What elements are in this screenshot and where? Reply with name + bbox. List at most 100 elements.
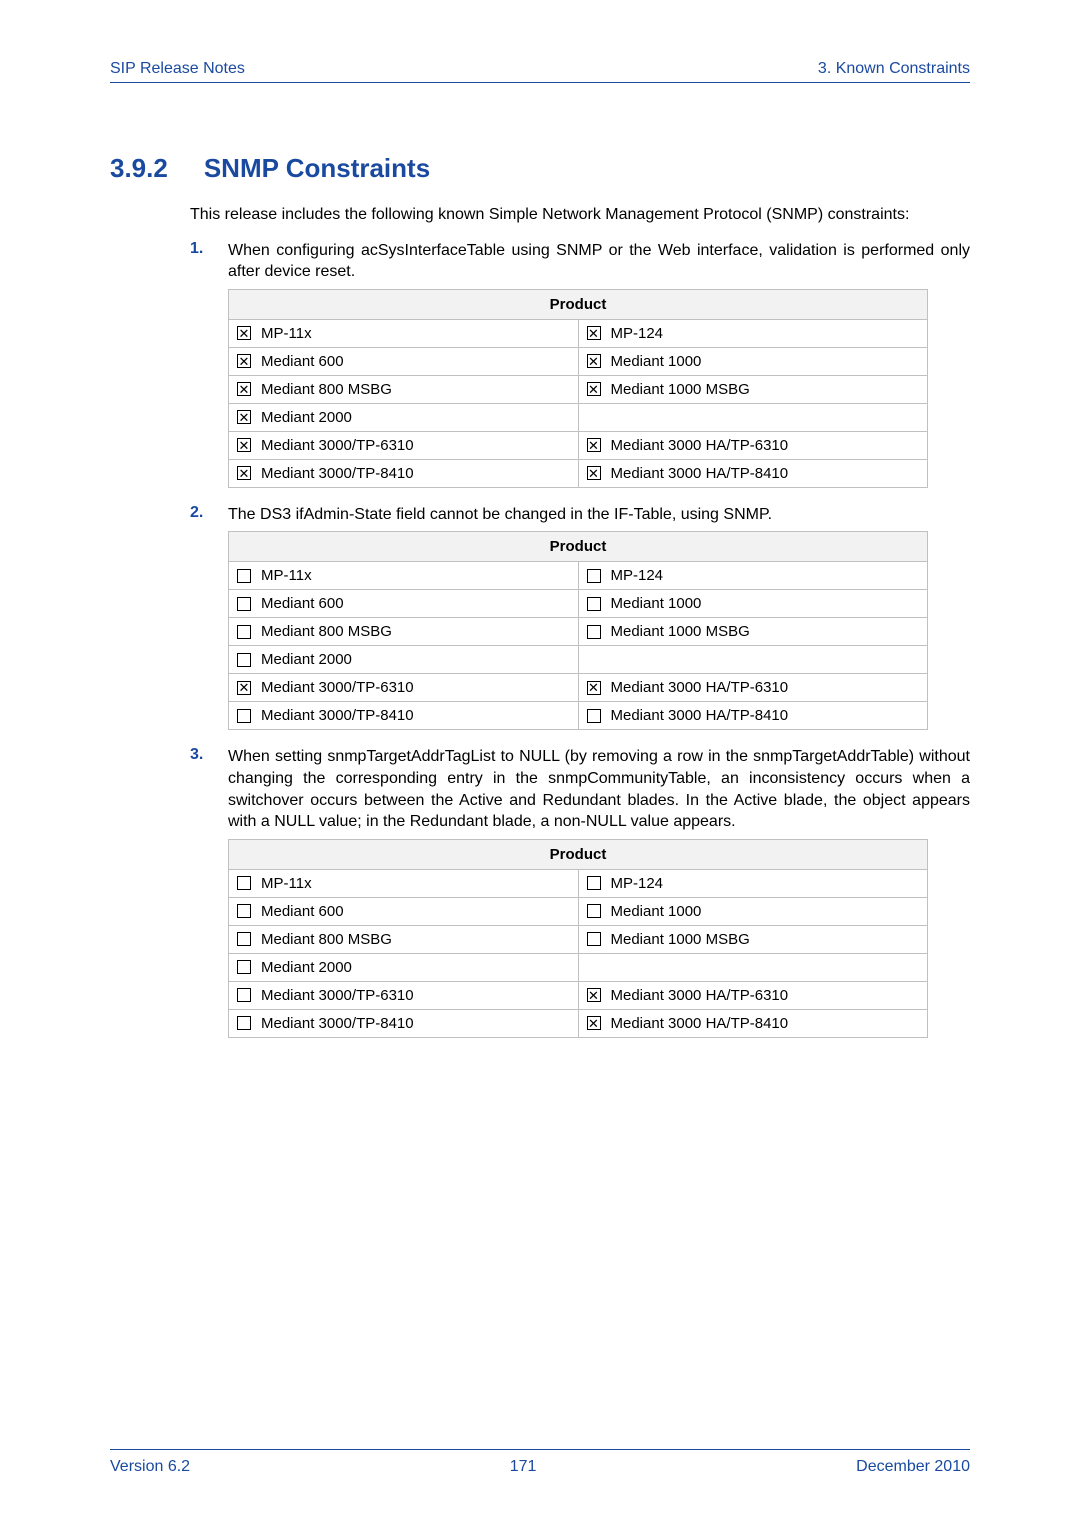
table-cell: ✕ MP-11x bbox=[229, 319, 579, 347]
page-header: SIP Release Notes 3. Known Constraints bbox=[110, 60, 970, 83]
table-cell bbox=[578, 403, 928, 431]
product-label: Mediant 800 MSBG bbox=[261, 623, 392, 640]
table-row: ✕ Mediant 3000/TP-6310 ✕ Mediant 3000 HA/TP… bbox=[229, 431, 928, 459]
table-row: ✕ Mediant 800 MSBG ✕ Mediant 1000 MSBG bbox=[229, 375, 928, 403]
checkbox-checked-icon: ✕ bbox=[587, 438, 601, 452]
table-row: ✕ MP-11x ✕ MP-124 bbox=[229, 319, 928, 347]
table-cell: ✕ Mediant 3000/TP-6310 bbox=[229, 431, 579, 459]
checkbox-checked-icon: ✕ bbox=[237, 410, 251, 424]
checkbox-checked-icon: ✕ bbox=[587, 988, 601, 1002]
checkbox-unchecked-icon bbox=[587, 597, 601, 611]
product-table-1: Product✕MP-11x✕MP-124✕Mediant 600✕Median… bbox=[228, 289, 928, 488]
list-text: When setting snmpTargetAddrTagList to NU… bbox=[228, 746, 970, 832]
table-row: Mediant 800 MSBG Mediant 1000 MSBG bbox=[229, 618, 928, 646]
table-cell: Mediant 3000/TP-6310 bbox=[229, 981, 579, 1009]
product-label: Mediant 2000 bbox=[261, 959, 352, 976]
checkbox-unchecked-icon bbox=[587, 569, 601, 583]
list-number: 2. bbox=[190, 504, 228, 526]
list-text: The DS3 ifAdmin-State field cannot be ch… bbox=[228, 504, 772, 526]
checkbox-unchecked-icon bbox=[587, 625, 601, 639]
checkbox-unchecked-icon bbox=[237, 988, 251, 1002]
checkbox-unchecked-icon bbox=[237, 1016, 251, 1030]
product-label: Mediant 3000 HA/TP-8410 bbox=[611, 707, 789, 724]
product-label: MP-124 bbox=[611, 875, 664, 892]
checkbox-unchecked-icon bbox=[237, 709, 251, 723]
product-label: Mediant 1000 MSBG bbox=[611, 381, 750, 398]
list-text: When configuring acSysInterfaceTable usi… bbox=[228, 240, 970, 283]
checkbox-checked-icon: ✕ bbox=[587, 326, 601, 340]
table-cell: MP-124 bbox=[578, 869, 928, 897]
footer-center: 171 bbox=[510, 1458, 537, 1476]
checkbox-unchecked-icon bbox=[237, 597, 251, 611]
table-cell: ✕Mediant 600 bbox=[229, 347, 579, 375]
list-number: 3. bbox=[190, 746, 228, 832]
checkbox-unchecked-icon bbox=[587, 904, 601, 918]
section-title: SNMP Constraints bbox=[204, 153, 430, 183]
table-cell: ✕Mediant 3000 HA/TP-8410 bbox=[578, 1009, 928, 1037]
section-heading: 3.9.2SNMP Constraints bbox=[110, 153, 970, 184]
table-cell: ✕ Mediant 1000 MSBG bbox=[578, 375, 928, 403]
product-label: Mediant 3000/TP-6310 bbox=[261, 437, 414, 454]
product-label: Mediant 800 MSBG bbox=[261, 381, 392, 398]
checkbox-unchecked-icon bbox=[587, 932, 601, 946]
table-row: Mediant 2000 bbox=[229, 953, 928, 981]
table-cell: ✕Mediant 3000 HA/TP-8410 bbox=[578, 459, 928, 487]
product-label: MP-124 bbox=[611, 325, 664, 342]
checkbox-unchecked-icon bbox=[587, 876, 601, 890]
table-header: Product bbox=[229, 839, 928, 869]
product-label: Mediant 3000/TP-8410 bbox=[261, 465, 414, 482]
table-cell: Mediant 2000 bbox=[229, 953, 579, 981]
table-header: Product bbox=[229, 289, 928, 319]
table-cell: Mediant 1000 MSBG bbox=[578, 618, 928, 646]
list-item-1: 1.When configuring acSysInterfaceTable u… bbox=[190, 240, 970, 283]
table-cell: Mediant 800 MSBG bbox=[229, 925, 579, 953]
table-header: Product bbox=[229, 532, 928, 562]
product-table-2: ProductMP-11xMP-124Mediant 600Mediant 10… bbox=[228, 531, 928, 730]
product-label: Mediant 2000 bbox=[261, 651, 352, 668]
checkbox-unchecked-icon bbox=[237, 932, 251, 946]
product-label: MP-11x bbox=[261, 875, 312, 892]
checkbox-unchecked-icon bbox=[237, 876, 251, 890]
checkbox-checked-icon: ✕ bbox=[237, 354, 251, 368]
checkbox-checked-icon: ✕ bbox=[237, 438, 251, 452]
product-label: Mediant 3000 HA/TP-6310 bbox=[611, 987, 789, 1004]
checkbox-checked-icon: ✕ bbox=[587, 681, 601, 695]
checkbox-checked-icon: ✕ bbox=[587, 382, 601, 396]
table-cell: Mediant 3000 HA/TP-8410 bbox=[578, 702, 928, 730]
checkbox-checked-icon: ✕ bbox=[587, 354, 601, 368]
table-cell: Mediant 800 MSBG bbox=[229, 618, 579, 646]
product-label: Mediant 1000 bbox=[611, 353, 702, 370]
checkbox-unchecked-icon bbox=[237, 960, 251, 974]
product-label: Mediant 3000 HA/TP-6310 bbox=[611, 437, 789, 454]
checkbox-checked-icon: ✕ bbox=[237, 382, 251, 396]
header-left: SIP Release Notes bbox=[110, 60, 245, 78]
product-label: Mediant 1000 bbox=[611, 595, 702, 612]
page-footer: Version 6.2 171 December 2010 bbox=[110, 1449, 970, 1476]
table-cell: Mediant 1000 MSBG bbox=[578, 925, 928, 953]
table-row: Mediant 3000/TP-8410 ✕Mediant 3000 HA/TP-… bbox=[229, 1009, 928, 1037]
table-row: Mediant 600Mediant 1000 bbox=[229, 590, 928, 618]
product-label: Mediant 1000 MSBG bbox=[611, 623, 750, 640]
checkbox-checked-icon: ✕ bbox=[237, 326, 251, 340]
list-item-2: 2.The DS3 ifAdmin-State field cannot be … bbox=[190, 504, 970, 526]
table-row: Mediant 3000/TP-6310 ✕ Mediant 3000 HA/TP-… bbox=[229, 981, 928, 1009]
table-cell: Mediant 2000 bbox=[229, 646, 579, 674]
product-label: Mediant 3000 HA/TP-8410 bbox=[611, 1015, 789, 1032]
section-intro: This release includes the following know… bbox=[190, 204, 970, 226]
table-row: ✕Mediant 3000/TP-6310 ✕ Mediant 3000 HA/TP… bbox=[229, 674, 928, 702]
table-cell: MP-11x bbox=[229, 562, 579, 590]
product-label: Mediant 3000/TP-8410 bbox=[261, 1015, 414, 1032]
checkbox-unchecked-icon bbox=[237, 569, 251, 583]
table-cell: ✕Mediant 3000/TP-6310 bbox=[229, 674, 579, 702]
table-row: ✕Mediant 2000 bbox=[229, 403, 928, 431]
checkbox-unchecked-icon bbox=[237, 653, 251, 667]
table-cell bbox=[578, 953, 928, 981]
product-label: MP-11x bbox=[261, 325, 312, 342]
product-label: Mediant 600 bbox=[261, 903, 344, 920]
product-label: Mediant 1000 MSBG bbox=[611, 931, 750, 948]
product-label: MP-11x bbox=[261, 567, 312, 584]
product-label: Mediant 3000 HA/TP-6310 bbox=[611, 679, 789, 696]
table-cell: ✕ MP-124 bbox=[578, 319, 928, 347]
table-cell: Mediant 3000/TP-8410 bbox=[229, 702, 579, 730]
list-item-3: 3.When setting snmpTargetAddrTagList to … bbox=[190, 746, 970, 832]
